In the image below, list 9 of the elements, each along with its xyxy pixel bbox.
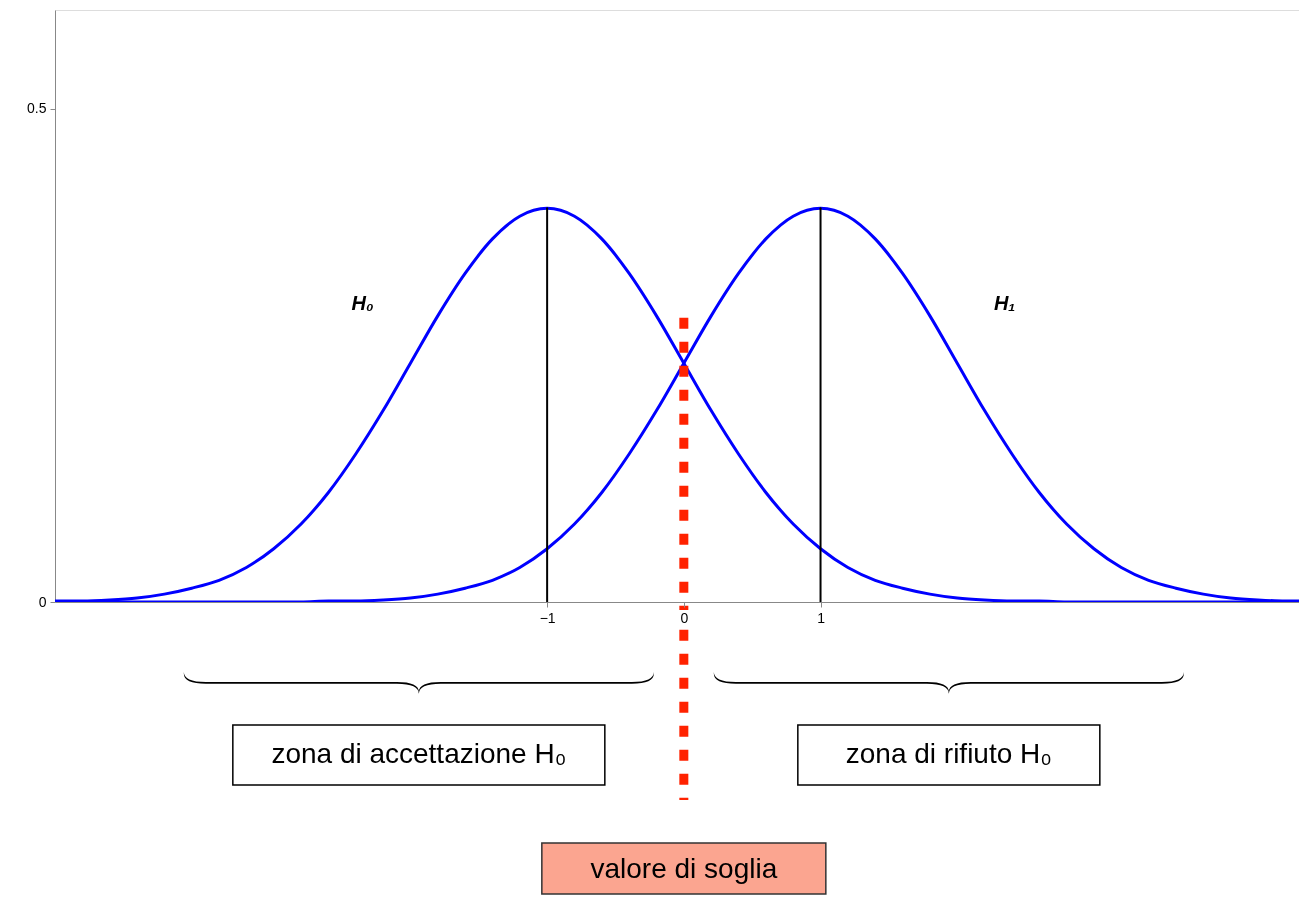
y-tick-label: 0.5 [27,100,47,117]
x-tick-label: 0 [680,609,689,626]
text: H₁ [993,291,1016,314]
x-tick-label: −1 [539,609,556,626]
text: zona di accettazione H₀ [271,738,567,769]
text: H₀ [351,291,374,314]
text: zona di rifiuto H₀ [845,738,1052,769]
ref-line-label: valore di soglia [590,853,778,884]
x-tick-label: 1 [817,609,826,626]
